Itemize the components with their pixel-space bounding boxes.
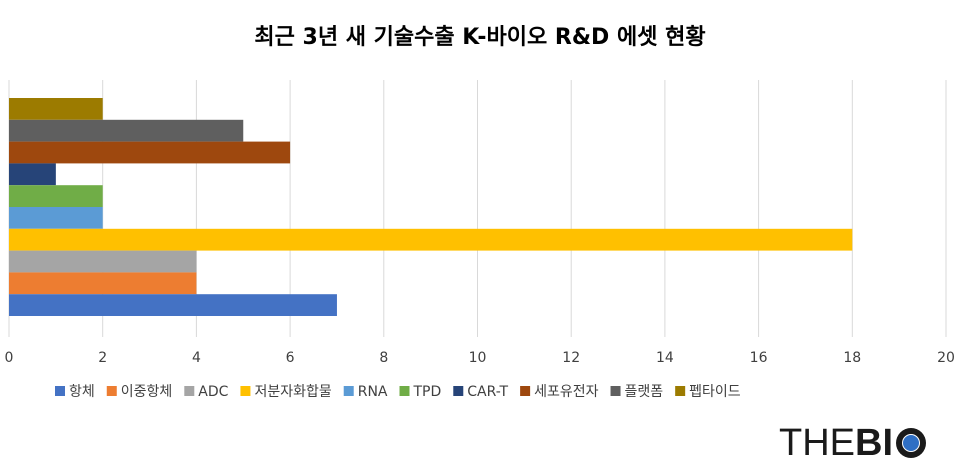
legend-label: 저분자화합물 <box>254 384 331 400</box>
legend-label: 펩타이드 <box>689 384 741 400</box>
x-tick-label: 8 <box>379 350 388 366</box>
legend-label: 플랫폼 <box>625 384 664 400</box>
logo-bi: BI <box>855 422 893 464</box>
legend: 항체 이중항체 ADC 저분자화합물 RNA TPD CAR-T 세포유전자 플랫폼 펩타이드 <box>55 384 741 400</box>
bar-2 <box>9 141 291 164</box>
legend-label: ADC <box>198 384 228 400</box>
x-tick-label: 0 <box>5 350 14 366</box>
x-tick-label: 16 <box>750 350 768 366</box>
bar-7 <box>9 250 197 273</box>
legend-label: 이중항체 <box>121 384 173 400</box>
legend-label: 항체 <box>69 384 95 400</box>
bar-6 <box>9 228 853 251</box>
bar-4 <box>9 185 103 207</box>
legend-swatch <box>184 386 195 396</box>
bar-0 <box>9 98 103 120</box>
thebio-logo: THE BI <box>779 424 926 462</box>
x-tick-label: 6 <box>286 350 295 366</box>
legend-swatch <box>675 386 686 396</box>
bar-5 <box>9 207 103 229</box>
legend-swatch <box>55 386 65 396</box>
x-tick-labels: 0 2 4 6 8 10 12 14 16 18 20 <box>5 350 955 366</box>
bar-1 <box>9 119 244 142</box>
legend-label: RNA <box>358 384 388 400</box>
x-tick-label: 4 <box>192 350 201 366</box>
legend-swatch <box>520 386 531 396</box>
legend-swatch <box>453 386 464 396</box>
legend-swatch <box>399 386 410 396</box>
x-tick-label: 10 <box>469 350 487 366</box>
legend-swatch <box>106 386 117 396</box>
x-tick-label: 2 <box>98 350 107 366</box>
bar-3 <box>9 163 56 186</box>
legend-label: 세포유전자 <box>534 384 599 400</box>
bar-8 <box>9 272 197 295</box>
logo-o-icon <box>896 428 926 458</box>
x-tick-label: 18 <box>843 350 861 366</box>
legend-label: TPD <box>413 384 442 400</box>
legend-swatch <box>343 386 354 396</box>
chart-title: 최근 3년 새 기술수출 K-바이오 R&D 에셋 현황 <box>254 25 705 50</box>
bars <box>9 98 853 316</box>
x-tick-label: 20 <box>937 350 955 366</box>
bar-9 <box>9 294 337 316</box>
logo-the: THE <box>779 422 855 464</box>
legend-label: CAR-T <box>467 384 508 400</box>
legend-swatch <box>240 386 251 396</box>
x-tick-label: 12 <box>562 350 580 366</box>
x-tick-label: 14 <box>656 350 674 366</box>
legend-swatch <box>610 386 621 396</box>
